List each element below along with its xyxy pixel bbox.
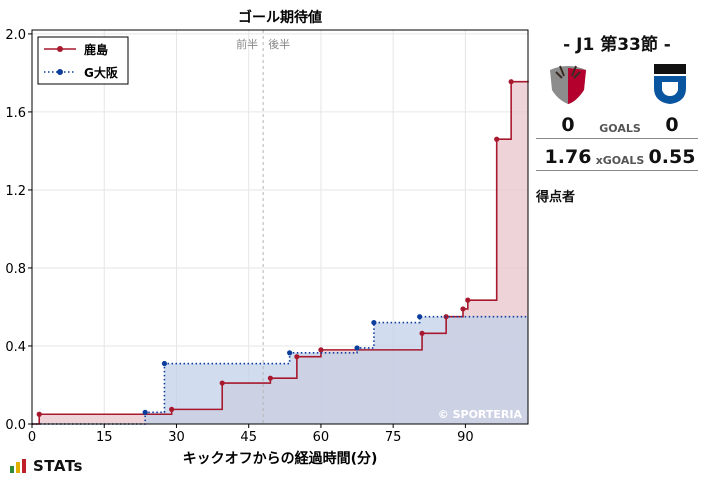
xgoals-row: 1.76 xGOALS 0.55 — [536, 142, 698, 171]
series-line-1 — [32, 315, 528, 425]
home-goals: 0 — [561, 114, 575, 136]
series-point-0 — [267, 375, 273, 381]
y-tick-label: 0.4 — [5, 340, 26, 355]
series-point-0 — [169, 406, 175, 412]
x-axis-label: キックオフからの経過時間(分) — [183, 450, 378, 467]
second-half-label: 後半 — [268, 37, 290, 51]
scorers-label: 得点者 — [536, 190, 576, 205]
legend-label-0: 鹿島 — [84, 42, 108, 57]
stats-brand: STATs — [33, 457, 83, 475]
halftime-marker: 前半 後半 — [236, 30, 290, 424]
stats-logo: STATs — [10, 457, 83, 475]
xgoals-label: xGOALS — [595, 154, 645, 167]
legend-label-1: G大阪 — [84, 65, 119, 80]
x-tick-label: 60 — [313, 430, 330, 445]
chart-title: ゴール期待値 — [238, 9, 322, 26]
series-point-1 — [417, 314, 423, 320]
away-goals: 0 — [665, 114, 679, 136]
series-layer — [32, 79, 529, 425]
x-tick-label: 90 — [457, 430, 474, 445]
y-tick-label: 0.8 — [5, 262, 26, 277]
away-xgoals: 0.55 — [648, 146, 696, 168]
series-point-0 — [460, 306, 466, 312]
series-point-0 — [419, 330, 425, 336]
legend-marker-0 — [57, 46, 63, 52]
series-point-0 — [465, 297, 471, 303]
goals-label: GOALS — [599, 122, 641, 135]
series-point-0 — [508, 79, 514, 85]
series-line-0 — [32, 80, 529, 425]
y-tick-label: 1.6 — [5, 106, 26, 121]
series-point-0 — [219, 380, 225, 386]
series-point-0 — [494, 136, 500, 142]
x-tick-label: 0 — [28, 430, 36, 445]
watermark: © SPORTERIA — [438, 408, 523, 421]
legend-box — [37, 36, 129, 85]
x-tick-label: 30 — [168, 430, 185, 445]
series-point-0 — [36, 411, 42, 417]
series-point-1 — [287, 350, 293, 356]
y-tick-label: 1.2 — [5, 184, 26, 199]
plot-frame — [31, 29, 529, 425]
series-lines — [32, 79, 529, 425]
series-point-0 — [318, 347, 324, 353]
goals-row: 0 GOALS 0 — [536, 110, 698, 139]
series-point-1 — [354, 345, 360, 351]
x-tick-label: 75 — [385, 430, 402, 445]
series-point-1 — [142, 409, 148, 415]
series-area-1 — [32, 316, 528, 424]
series-point-0 — [294, 354, 300, 360]
grid — [31, 30, 528, 425]
home-xgoals: 1.76 — [544, 146, 592, 168]
home-team-logo — [550, 65, 586, 104]
series-fills — [32, 80, 528, 425]
series-point-1 — [371, 319, 377, 326]
series-point-1 — [161, 360, 168, 367]
first-half-label: 前半 — [236, 37, 258, 51]
legend-marker-1 — [57, 69, 63, 75]
x-tick-label: 45 — [240, 430, 257, 445]
y-tick-label: 0.0 — [5, 418, 26, 433]
y-tick-label: 2.0 — [5, 28, 26, 43]
away-team-logo — [654, 64, 686, 104]
match-title: - J1 第33節 - — [563, 35, 671, 55]
stats-bars-icon — [10, 459, 26, 473]
axes: 0 15 30 45 60 75 90 0.0 0.4 0.8 1.2 1.6 2.0 — [5, 28, 473, 445]
x-tick-label: 15 — [96, 430, 113, 445]
legend: 鹿島 G大阪 — [37, 36, 129, 85]
